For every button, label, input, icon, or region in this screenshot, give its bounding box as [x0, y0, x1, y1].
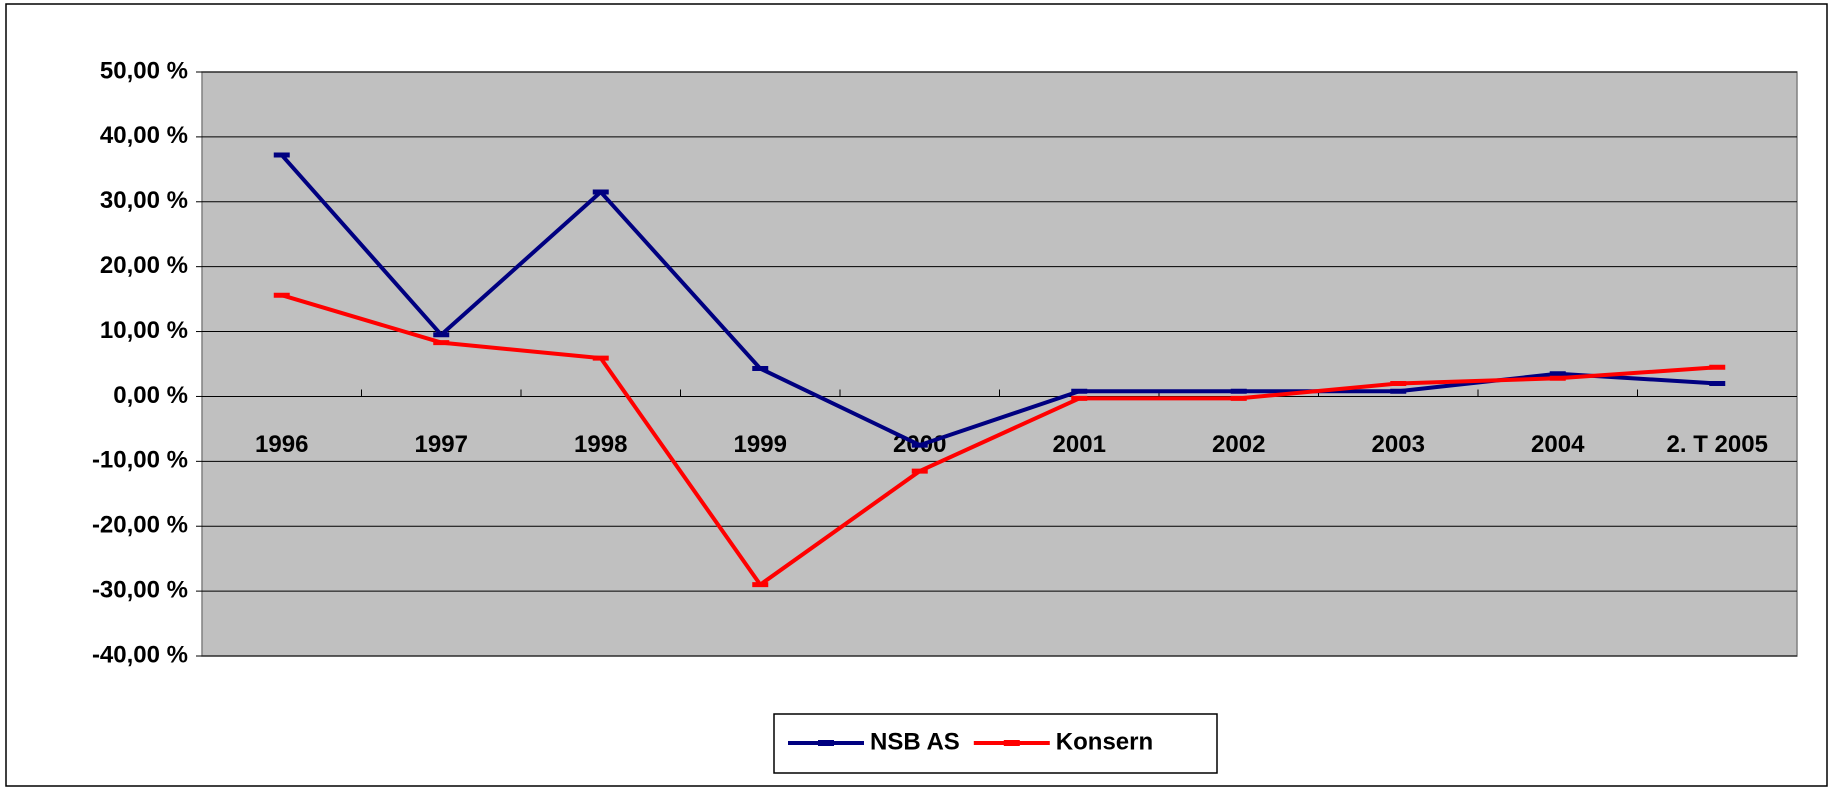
- legend-label: Konsern: [1056, 728, 1153, 755]
- y-tick-label: 40,00 %: [100, 122, 188, 149]
- x-tick-label: 2. T 2005: [1667, 431, 1768, 458]
- x-tick-label: 1998: [574, 431, 627, 458]
- y-tick-label: 10,00 %: [100, 317, 188, 344]
- y-tick-label: -20,00 %: [92, 512, 188, 539]
- plot-area: [201, 71, 1798, 657]
- y-tick-label: -10,00 %: [92, 447, 188, 474]
- x-tick-label: 2002: [1212, 431, 1265, 458]
- x-tick-label: 2003: [1372, 431, 1425, 458]
- y-tick-label: 30,00 %: [100, 187, 188, 214]
- x-tick-label: 1997: [415, 431, 468, 458]
- legend-label: NSB AS: [870, 728, 960, 755]
- x-tick-label: 1999: [734, 431, 787, 458]
- series-line: [281, 293, 1718, 587]
- x-tick-label: 1996: [255, 431, 308, 458]
- y-tick-label: -40,00 %: [92, 641, 188, 668]
- y-tick-label: -30,00 %: [92, 576, 188, 603]
- y-tick-label: 0,00 %: [113, 382, 188, 409]
- y-tick-label: 50,00 %: [100, 57, 188, 84]
- x-tick-label: 2004: [1531, 431, 1585, 458]
- x-tick-label: 2001: [1053, 431, 1106, 458]
- y-tick-label: 20,00 %: [100, 252, 188, 279]
